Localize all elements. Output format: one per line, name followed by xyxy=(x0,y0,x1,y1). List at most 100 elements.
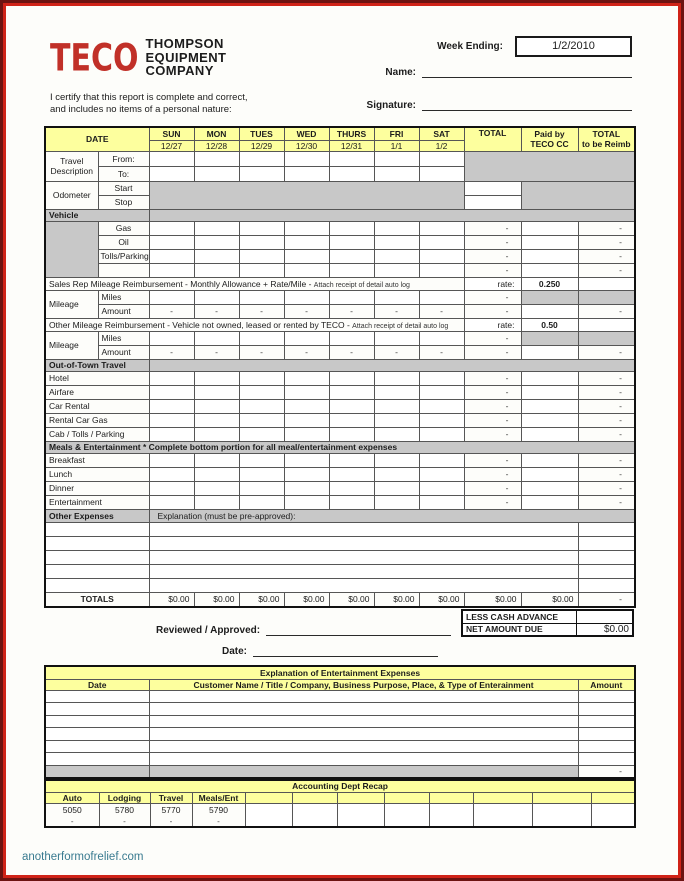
day-amount-input[interactable] xyxy=(238,248,285,264)
day-amount-input[interactable] xyxy=(283,494,330,510)
miles-input[interactable] xyxy=(193,289,240,305)
day-amount-input[interactable] xyxy=(373,248,420,264)
day-amount-input[interactable] xyxy=(238,412,285,428)
day-amount-input[interactable] xyxy=(373,398,420,414)
other-expense-label-input[interactable] xyxy=(44,535,150,551)
approval-date-line[interactable] xyxy=(253,644,439,657)
day-amount-input[interactable] xyxy=(373,412,420,428)
day-amount-input[interactable] xyxy=(148,452,195,468)
ent-date-input[interactable] xyxy=(44,727,150,741)
travel-to-input[interactable] xyxy=(283,165,330,182)
ent-description-input[interactable] xyxy=(148,727,579,741)
less-cash-advance-input[interactable] xyxy=(575,609,634,624)
travel-from-input[interactable] xyxy=(283,150,330,167)
day-amount-input[interactable] xyxy=(193,398,240,414)
paid-by-input[interactable] xyxy=(520,384,579,400)
day-amount-input[interactable] xyxy=(148,426,195,442)
ent-date-input[interactable] xyxy=(44,689,150,703)
recap-input[interactable] xyxy=(336,803,385,828)
day-amount-input[interactable] xyxy=(418,412,465,428)
ent-amount-input[interactable] xyxy=(577,702,636,716)
ent-amount-input[interactable] xyxy=(577,752,636,766)
paid-by-input[interactable] xyxy=(520,220,579,236)
paid-by-input[interactable] xyxy=(520,303,579,319)
day-amount-input[interactable] xyxy=(148,370,195,386)
day-amount-input[interactable] xyxy=(238,480,285,496)
day-amount-input[interactable] xyxy=(328,384,375,400)
day-amount-input[interactable] xyxy=(373,234,420,250)
reviewed-approved-line[interactable] xyxy=(266,623,452,636)
day-amount-input[interactable] xyxy=(193,262,240,278)
other-expense-label-input[interactable] xyxy=(44,521,150,537)
day-amount-input[interactable] xyxy=(148,384,195,400)
travel-from-input[interactable] xyxy=(373,150,420,167)
day-amount-input[interactable] xyxy=(418,370,465,386)
other-expense-amount-input[interactable] xyxy=(577,535,636,551)
ent-amount-input[interactable] xyxy=(577,727,636,741)
paid-by-input[interactable] xyxy=(520,426,579,442)
day-amount-input[interactable] xyxy=(238,370,285,386)
miles-input[interactable] xyxy=(418,289,465,305)
day-amount-input[interactable] xyxy=(328,370,375,386)
ent-description-input[interactable] xyxy=(148,752,579,766)
day-amount-input[interactable] xyxy=(148,494,195,510)
other-expense-explanation-input[interactable] xyxy=(148,563,579,579)
day-amount-input[interactable] xyxy=(193,384,240,400)
odometer-stop-total-input[interactable] xyxy=(463,194,522,210)
day-amount-input[interactable] xyxy=(148,480,195,496)
miles-input[interactable] xyxy=(193,330,240,346)
recap-input[interactable] xyxy=(428,803,474,828)
travel-to-input[interactable] xyxy=(238,165,285,182)
day-amount-input[interactable] xyxy=(328,426,375,442)
day-amount-input[interactable] xyxy=(328,412,375,428)
day-amount-input[interactable] xyxy=(328,234,375,250)
day-amount-input[interactable] xyxy=(238,494,285,510)
day-amount-input[interactable] xyxy=(148,262,195,278)
day-amount-input[interactable] xyxy=(418,262,465,278)
day-amount-input[interactable] xyxy=(148,248,195,264)
day-amount-input[interactable] xyxy=(238,398,285,414)
other-expense-label-input[interactable] xyxy=(44,563,150,579)
day-amount-input[interactable] xyxy=(148,466,195,482)
day-amount-input[interactable] xyxy=(193,452,240,468)
week-ending-input[interactable]: 1/2/2010 xyxy=(515,36,632,57)
day-amount-input[interactable] xyxy=(418,234,465,250)
miles-input[interactable] xyxy=(373,289,420,305)
day-amount-input[interactable] xyxy=(148,220,195,236)
name-input-line[interactable] xyxy=(422,65,632,78)
miles-input[interactable] xyxy=(418,330,465,346)
other-expense-amount-input[interactable] xyxy=(577,549,636,565)
day-amount-input[interactable] xyxy=(373,480,420,496)
day-amount-input[interactable] xyxy=(283,426,330,442)
other-expense-amount-input[interactable] xyxy=(577,563,636,579)
day-amount-input[interactable] xyxy=(148,398,195,414)
day-amount-input[interactable] xyxy=(193,466,240,482)
other-expense-amount-input[interactable] xyxy=(577,521,636,537)
day-amount-input[interactable] xyxy=(373,370,420,386)
day-amount-input[interactable] xyxy=(418,384,465,400)
day-amount-input[interactable] xyxy=(418,248,465,264)
other-expense-label-input[interactable] xyxy=(44,577,150,593)
day-amount-input[interactable] xyxy=(418,398,465,414)
paid-by-input[interactable] xyxy=(520,494,579,510)
day-amount-input[interactable] xyxy=(418,426,465,442)
day-amount-input[interactable] xyxy=(283,384,330,400)
day-amount-input[interactable] xyxy=(193,480,240,496)
day-amount-input[interactable] xyxy=(238,452,285,468)
day-amount-input[interactable] xyxy=(418,480,465,496)
ent-date-input[interactable] xyxy=(44,739,150,753)
day-amount-input[interactable] xyxy=(328,466,375,482)
other-expense-amount-input[interactable] xyxy=(577,577,636,593)
day-amount-input[interactable] xyxy=(328,494,375,510)
day-amount-input[interactable] xyxy=(418,220,465,236)
ent-date-input[interactable] xyxy=(44,702,150,716)
day-amount-input[interactable] xyxy=(193,426,240,442)
travel-from-input[interactable] xyxy=(193,150,240,167)
day-amount-input[interactable] xyxy=(283,220,330,236)
other-expense-explanation-input[interactable] xyxy=(148,521,579,537)
day-amount-input[interactable] xyxy=(328,262,375,278)
travel-from-input[interactable] xyxy=(328,150,375,167)
day-amount-input[interactable] xyxy=(283,262,330,278)
miles-input[interactable] xyxy=(148,289,195,305)
travel-from-input[interactable] xyxy=(148,150,195,167)
